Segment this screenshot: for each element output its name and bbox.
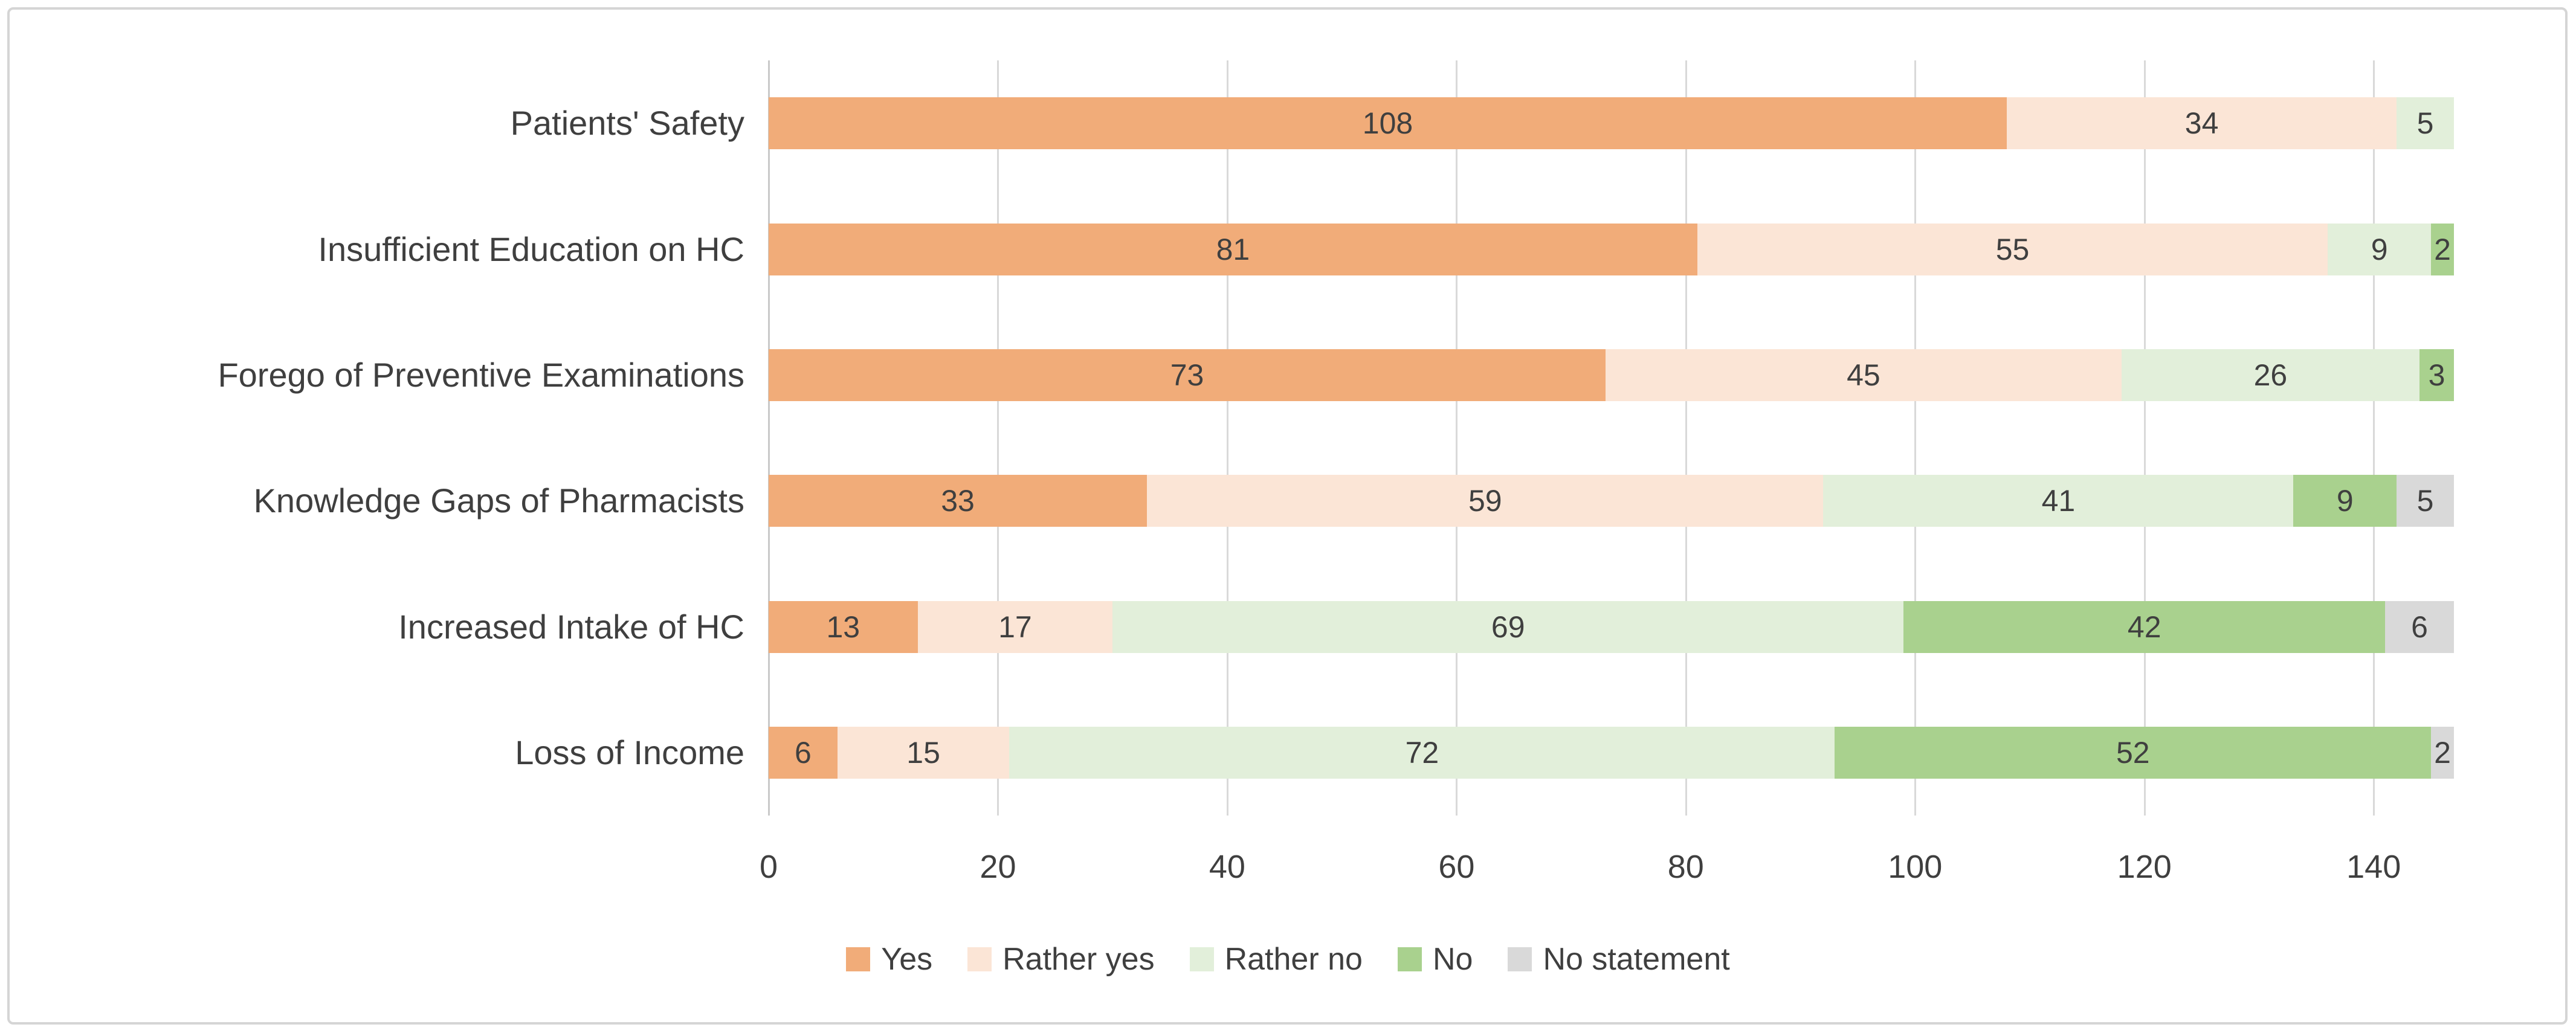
gridline-140	[2373, 60, 2375, 816]
gridline-60	[1456, 60, 1458, 816]
x-tick-label-60: 60	[1438, 849, 1475, 885]
bar-segment-yes-increased-intake-of-hc: 13	[769, 600, 918, 653]
bar-value-label: 2	[2434, 735, 2451, 770]
bar-segment-no-insufficient-education-on-hc: 2	[2431, 223, 2454, 275]
legend-item-rather-no: Rather no	[1189, 942, 1363, 977]
category-label-insufficient-education-on-hc: Insufficient Education on HC	[318, 230, 744, 268]
legend-item-no-statement: No statement	[1508, 942, 1730, 977]
legend-label: Yes	[881, 942, 933, 977]
bar-value-label: 2	[2434, 232, 2451, 266]
bar-value-label: 5	[2416, 484, 2434, 518]
gridline-80	[1685, 60, 1687, 816]
legend-marker-icon	[846, 947, 871, 971]
bar-value-label: 26	[2253, 358, 2288, 392]
legend-marker-icon	[1508, 947, 1532, 971]
legend-marker-icon	[967, 947, 992, 971]
bar-value-label: 72	[1405, 735, 1439, 770]
category-label-increased-intake-of-hc: Increased Intake of HC	[398, 607, 744, 646]
bar-value-label: 9	[2336, 484, 2354, 518]
legend-marker-icon	[1189, 947, 1214, 971]
bar-segment-yes-knowledge-gaps-of-pharmacists: 33	[769, 475, 1148, 527]
bar-segment-rather-no-insufficient-education-on-hc: 9	[2328, 223, 2432, 275]
gridline-20	[997, 60, 999, 816]
bar-segment-no-statement-increased-intake-of-hc: 6	[2385, 600, 2454, 653]
bar-value-label: 52	[2116, 735, 2150, 770]
category-label-forego-of-preventive-examinations: Forego of Preventive Examinations	[218, 355, 744, 394]
bar-segment-yes-loss-of-income: 6	[769, 726, 838, 779]
bar-value-label: 59	[1468, 484, 1502, 518]
legend-label: Rather no	[1224, 942, 1363, 977]
bar-segment-rather-yes-insufficient-education-on-hc: 55	[1697, 223, 2328, 275]
category-label-loss-of-income: Loss of Income	[515, 733, 744, 771]
bar-value-label: 6	[795, 735, 812, 770]
bar-segment-no-forego-of-preventive-examinations: 3	[2419, 349, 2454, 401]
category-label-patients-safety: Patients' Safety	[510, 104, 744, 143]
bar-value-label: 45	[1847, 358, 1880, 392]
bar-segment-rather-yes-forego-of-preventive-examinations: 45	[1606, 349, 2122, 401]
legend-item-no: No	[1397, 942, 1473, 977]
x-tick-label-40: 40	[1209, 849, 1245, 885]
bar-segment-rather-no-increased-intake-of-hc: 69	[1112, 600, 1904, 653]
x-tick-label-120: 120	[2117, 849, 2172, 885]
legend: Yes Rather yes Rather no No No statement	[0, 935, 2576, 983]
bar-value-label: 5	[2416, 106, 2434, 141]
bar-value-label: 42	[2127, 610, 2161, 644]
gridline-40	[1226, 60, 1228, 816]
bar-value-label: 55	[1995, 232, 2030, 266]
legend-label: No statement	[1543, 942, 1730, 977]
bar-value-label: 3	[2428, 358, 2445, 392]
bar-segment-rather-no-loss-of-income: 72	[1009, 726, 1835, 779]
x-tick-label-140: 140	[2346, 849, 2401, 885]
x-tick-label-100: 100	[1888, 849, 1943, 885]
bar-value-label: 81	[1216, 232, 1250, 266]
legend-item-yes: Yes	[846, 944, 932, 975]
bar-value-label: 33	[941, 484, 975, 518]
bar-value-label: 13	[826, 610, 860, 644]
bar-segment-rather-yes-patients-safety: 34	[2007, 97, 2397, 150]
bar-segment-rather-no-knowledge-gaps-of-pharmacists: 41	[1823, 475, 2294, 527]
bar-value-label: 108	[1362, 106, 1413, 141]
bar-value-label: 15	[906, 735, 940, 770]
bar-segment-no-increased-intake-of-hc: 42	[1903, 600, 2386, 653]
bar-segment-rather-no-patients-safety: 5	[2397, 97, 2454, 150]
bar-value-label: 69	[1491, 610, 1525, 644]
bar-segment-no-loss-of-income: 52	[1835, 726, 2432, 779]
bar-segment-yes-forego-of-preventive-examinations: 73	[769, 349, 1606, 401]
plot-area: 108 34 5 81 55 9 2 73 45 26 3 33 59 41 9 5 13 17 69 42 6 6 15 7…	[768, 60, 2454, 816]
bar-value-label: 17	[998, 610, 1032, 644]
bar-segment-no-statement-knowledge-gaps-of-pharmacists: 5	[2397, 475, 2454, 527]
bar-segment-rather-yes-loss-of-income: 15	[837, 726, 1010, 779]
legend-item-rather-yes: Rather yes	[967, 942, 1155, 977]
gridline-120	[2143, 60, 2146, 816]
bar-segment-no-knowledge-gaps-of-pharmacists: 9	[2293, 475, 2397, 527]
bar-segment-yes-insufficient-education-on-hc: 81	[769, 223, 1697, 275]
gridline-0	[768, 60, 770, 816]
bar-value-label: 41	[2041, 484, 2076, 518]
bar-segment-rather-yes-increased-intake-of-hc: 17	[917, 600, 1113, 653]
legend-marker-icon	[1397, 947, 1422, 971]
bar-segment-no-statement-loss-of-income: 2	[2431, 726, 2454, 779]
bar-value-label: 6	[2411, 610, 2428, 644]
legend-label: No	[1432, 942, 1473, 977]
legend-label: Rather yes	[1002, 942, 1155, 977]
category-label-knowledge-gaps-of-pharmacists: Knowledge Gaps of Pharmacists	[253, 481, 744, 520]
x-tick-label-20: 20	[980, 849, 1016, 885]
bar-value-label: 34	[2184, 106, 2219, 141]
x-tick-label-0: 0	[759, 849, 778, 885]
bar-segment-rather-no-forego-of-preventive-examinations: 26	[2121, 349, 2420, 401]
bar-segment-yes-patients-safety: 108	[769, 97, 2007, 150]
bar-segment-rather-yes-knowledge-gaps-of-pharmacists: 59	[1147, 475, 1824, 527]
bar-value-label: 73	[1170, 358, 1204, 392]
gridline-100	[1914, 60, 1917, 816]
x-tick-label-80: 80	[1667, 849, 1704, 885]
bar-value-label: 9	[2371, 232, 2388, 266]
